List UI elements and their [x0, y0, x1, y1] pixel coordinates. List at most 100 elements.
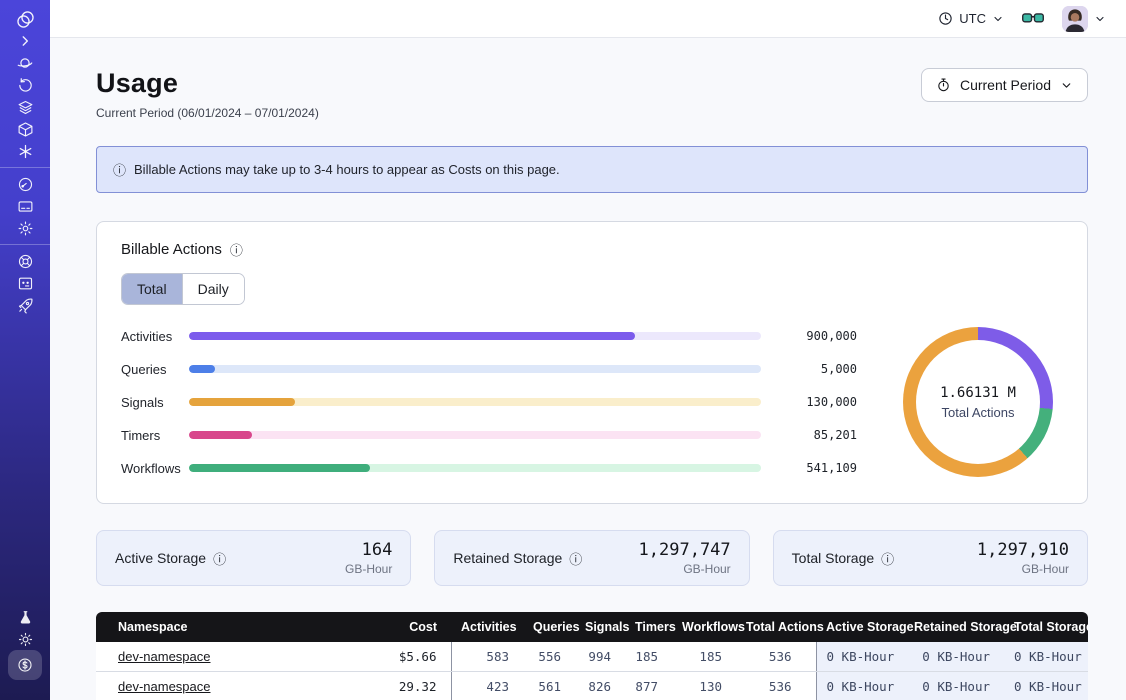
col-total-actions: Total Actions [736, 612, 824, 642]
retained-storage-cell: 0 KB-Hour [904, 642, 1004, 672]
bar-track [189, 332, 761, 340]
retained-storage-card: Retained Storage ⓘ 1,297,747 GB-Hour [434, 530, 750, 586]
active-storage-unit: GB-Hour [344, 562, 393, 576]
lifebuoy-icon[interactable] [7, 250, 43, 272]
info-icon[interactable]: ⓘ [881, 551, 895, 567]
page-header: Usage Current Period (06/01/2024 – 07/01… [96, 68, 1088, 120]
history-icon[interactable] [7, 74, 43, 96]
bar-track [189, 464, 761, 472]
bar-track [189, 431, 761, 439]
col-active-storage: Active Storage [816, 612, 914, 642]
table-row: dev-namespace 29.32 423 561 826 877 130 … [96, 671, 1088, 700]
billable-actions-chart: Activities 900,000 Queries 5,000 Signals… [121, 327, 1063, 477]
total-actions-cell: 536 [736, 671, 816, 700]
total-storage-cell: 0 KB-Hour [1004, 642, 1088, 672]
gauge-icon[interactable] [7, 173, 43, 195]
billable-bar-row: Workflows 541,109 [121, 461, 857, 476]
bar-category-label: Signals [121, 394, 164, 410]
active-storage-cell: 0 KB-Hour [815, 671, 904, 700]
chevron-down-icon [1062, 82, 1071, 88]
asterisk-icon[interactable] [7, 140, 43, 162]
table-header-row: Namespace Cost Activities Queries Signal… [96, 612, 1088, 642]
page-title: Usage [96, 68, 179, 98]
active-storage-label: Active Storage [115, 550, 207, 566]
sun-icon[interactable] [7, 628, 43, 650]
col-cost: Cost [366, 612, 451, 642]
queries-cell: 556 [523, 642, 575, 672]
billable-actions-tabs: Total Daily [121, 273, 245, 305]
table-body: dev-namespace $5.66 583 556 994 185 185 … [96, 642, 1088, 700]
sidebar [0, 0, 50, 700]
activities-cell: 423 [450, 671, 523, 700]
stopwatch-icon [938, 78, 949, 92]
period-dropdown-button[interactable]: Current Period [920, 68, 1088, 102]
donut-total-label: Total Actions [941, 404, 1015, 420]
active-storage-card: Active Storage ⓘ 164 GB-Hour [96, 530, 412, 586]
billable-actions-title: Billable Actions [121, 241, 222, 258]
total-storage-unit: GB-Hour [1021, 562, 1069, 576]
info-icon[interactable]: ⓘ [229, 243, 243, 258]
collapse-chevron-right-icon[interactable] [7, 30, 43, 52]
retained-storage-label: Retained Storage [453, 550, 563, 566]
main-column: UTC [50, 0, 1126, 700]
period-button-label: Current Period [959, 77, 1051, 93]
sidebar-divider [0, 244, 50, 245]
account-menu[interactable] [1062, 5, 1106, 32]
bar-fill [189, 464, 370, 472]
total-actions-donut: 1.66131 M Total Actions [903, 327, 1053, 477]
cube-icon[interactable] [7, 118, 43, 140]
table-row: dev-namespace $5.66 583 556 994 185 185 … [96, 642, 1088, 672]
col-queries: Queries [523, 612, 580, 642]
banner-text: Billable Actions may take up to 3-4 hour… [134, 162, 560, 177]
col-workflows: Workflows [672, 612, 745, 642]
sidebar-divider [0, 167, 50, 168]
namespace-link[interactable]: dev-namespace [118, 649, 211, 664]
billable-actions-card: Billable Actions ⓘ Total Daily Activitie… [96, 221, 1088, 504]
billable-bar-row: Activities 900,000 [121, 329, 857, 344]
dollar-coin-icon[interactable] [8, 650, 42, 680]
billable-bar-row: Signals 130,000 [121, 395, 857, 410]
bar-value: 85,201 [813, 428, 857, 442]
billable-bar-row: Queries 5,000 [121, 362, 857, 377]
storage-summary-row: Active Storage ⓘ 164 GB-Hour Retained St… [96, 530, 1088, 586]
timezone-selector[interactable]: UTC [938, 11, 1004, 26]
info-banner: ⓘ Billable Actions may take up to 3-4 ho… [96, 146, 1088, 193]
topbar: UTC [50, 0, 1126, 38]
bar-value: 900,000 [806, 329, 857, 343]
bar-value: 5,000 [820, 362, 857, 376]
clock-icon [939, 12, 952, 25]
rocket-icon[interactable] [7, 294, 43, 316]
timers-cell: 185 [625, 642, 672, 672]
namespaces-icon[interactable] [7, 52, 43, 74]
chevron-down-icon [1096, 16, 1104, 21]
cost-cell: 29.32 [366, 671, 451, 700]
bar-fill [189, 431, 252, 439]
active-storage-value: 164 [361, 540, 393, 560]
bar-value: 130,000 [806, 395, 857, 409]
credit-card-icon[interactable] [7, 195, 43, 217]
retained-storage-cell: 0 KB-Hour [904, 671, 1004, 700]
tab-total[interactable]: Total [122, 274, 182, 304]
temporal-logo-icon[interactable] [7, 8, 43, 30]
queries-cell: 561 [523, 671, 575, 700]
tab-daily[interactable]: Daily [181, 274, 244, 304]
bar-category-label: Workflows [121, 460, 181, 476]
flask-icon[interactable] [7, 606, 43, 628]
col-namespace: Namespace [96, 612, 366, 642]
signals-cell: 994 [575, 642, 625, 672]
gear-icon[interactable] [7, 217, 43, 239]
layers-icon[interactable] [7, 96, 43, 118]
goggles-icon[interactable] [1022, 11, 1044, 26]
terminal-icon[interactable] [7, 272, 43, 294]
page-content: Usage Current Period (06/01/2024 – 07/01… [50, 38, 1126, 700]
donut-total-value: 1.66131 M [940, 384, 1016, 401]
workflows-cell: 130 [672, 671, 736, 700]
signals-cell: 826 [575, 671, 625, 700]
info-icon[interactable]: ⓘ [569, 551, 583, 567]
timezone-label: UTC [959, 11, 986, 26]
billable-bars: Activities 900,000 Queries 5,000 Signals… [121, 329, 857, 476]
namespace-link[interactable]: dev-namespace [118, 679, 211, 694]
cost-cell: $5.66 [366, 642, 451, 672]
info-icon[interactable]: ⓘ [213, 551, 227, 567]
